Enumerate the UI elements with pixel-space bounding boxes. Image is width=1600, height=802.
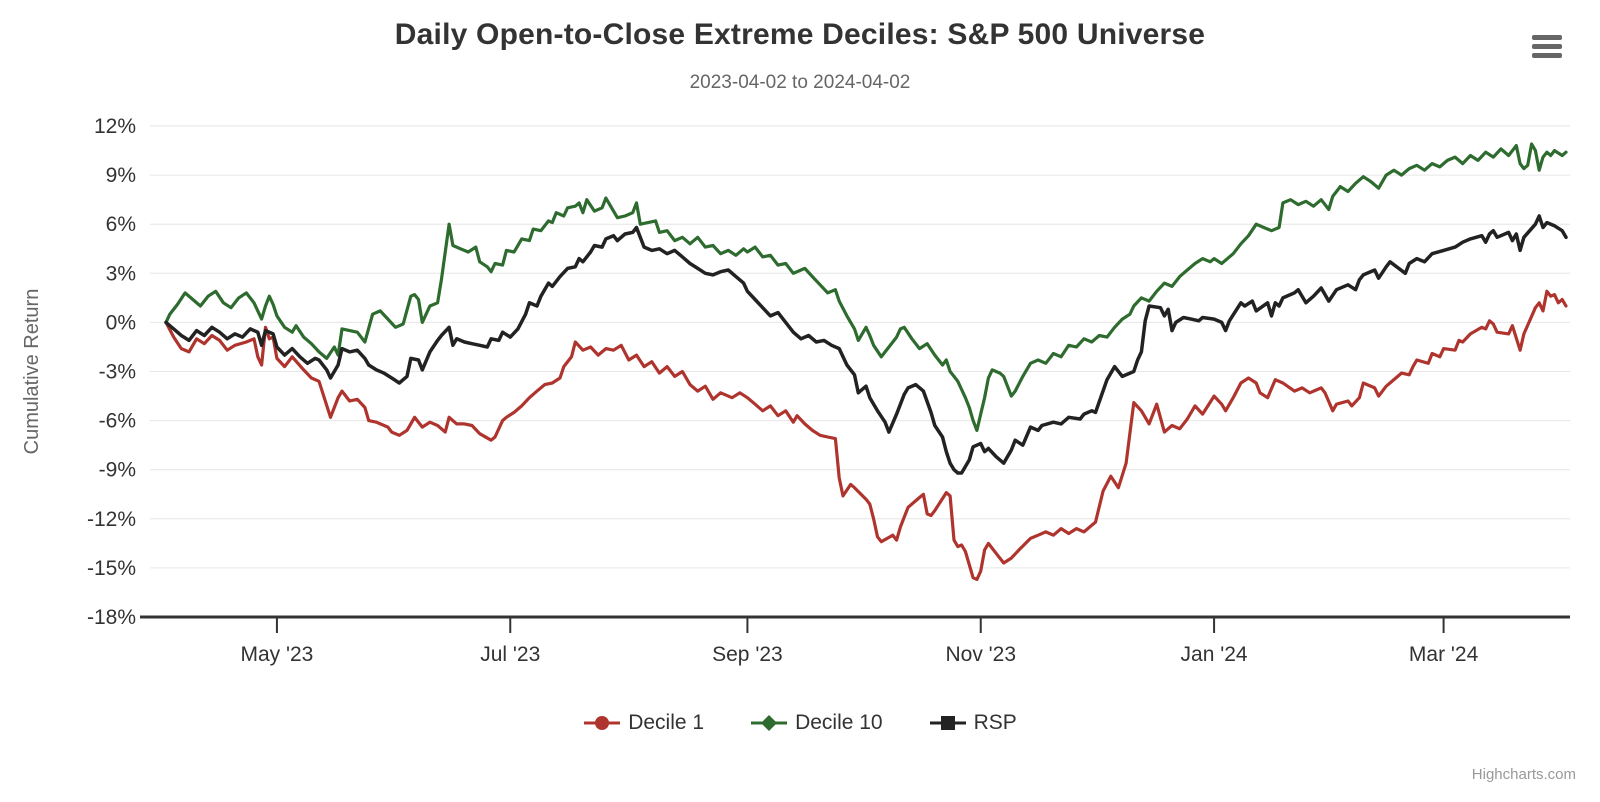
legend-label: Decile 10 [795, 711, 883, 734]
legend: Decile 1 Decile 10 RSP [0, 711, 1600, 735]
highcharts-credits-link[interactable]: Highcharts.com [1471, 766, 1576, 783]
legend-label: Decile 1 [628, 711, 705, 734]
y-axis-label: 9% [106, 164, 136, 187]
x-axis-label: Jan '24 [1181, 643, 1248, 666]
legend-label: RSP [973, 711, 1017, 734]
y-axis-label: 3% [106, 262, 136, 285]
x-axis-label: Jul '23 [480, 643, 540, 666]
square-marker-icon [929, 716, 966, 730]
diamond-marker-icon [751, 715, 788, 731]
chart-context-menu-button[interactable] [1530, 28, 1566, 64]
x-axis-label: Nov '23 [945, 643, 1016, 666]
series-line-rsp[interactable] [164, 214, 1568, 475]
circle-marker-icon [584, 716, 621, 730]
y-axis-label: -15% [87, 557, 136, 580]
y-axis-label: -18% [87, 606, 136, 629]
hamburger-menu-icon [1532, 34, 1562, 40]
x-axis-label: Mar '24 [1409, 643, 1479, 666]
series-line-decile-1[interactable] [164, 289, 1568, 582]
hamburger-menu-icon [1532, 52, 1562, 58]
y-axis-label: -12% [87, 508, 136, 531]
y-axis-label: -9% [99, 459, 136, 482]
legend-item-rsp[interactable]: RSP [929, 711, 1017, 735]
x-axis-label: May '23 [240, 643, 313, 666]
series-line-decile-10[interactable] [164, 142, 1568, 432]
chart-title: Daily Open-to-Close Extreme Deciles: S&P… [394, 18, 1206, 51]
hamburger-menu-icon [1532, 43, 1562, 49]
y-axis-label: 12% [94, 115, 136, 138]
y-axis-label: 0% [106, 311, 136, 334]
y-axis-label: -3% [99, 361, 136, 384]
legend-item-decile-1[interactable]: Decile 1 [583, 711, 704, 735]
chart-subtitle: 2023-04-02 to 2024-04-02 [689, 72, 911, 93]
y-axis-label: 6% [106, 213, 136, 236]
y-axis-label: -6% [99, 410, 136, 433]
y-axis-title: Cumulative Return [21, 289, 43, 455]
x-axis-label: Sep '23 [712, 643, 783, 666]
legend-item-decile-10[interactable]: Decile 10 [750, 711, 883, 735]
